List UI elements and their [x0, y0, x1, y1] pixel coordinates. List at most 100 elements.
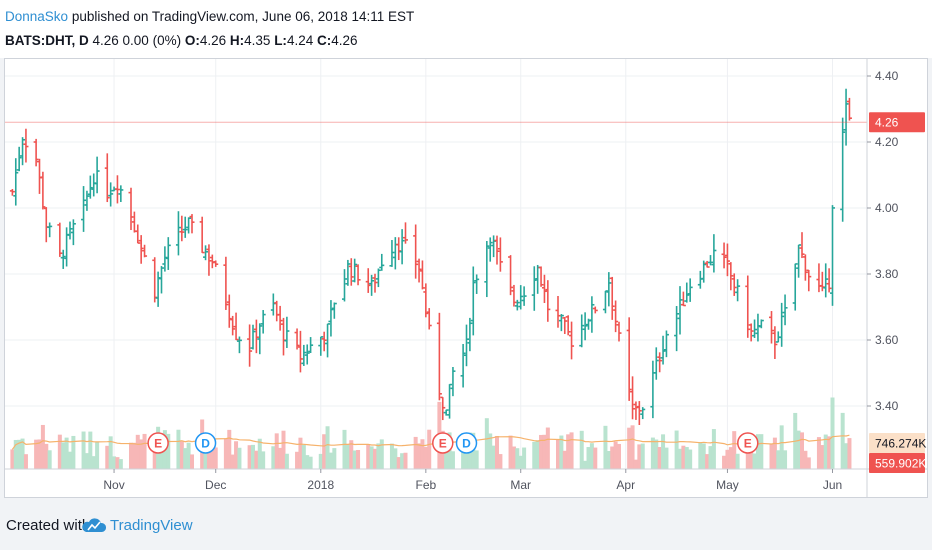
volume-bar: [57, 434, 62, 469]
volume-bar: [203, 443, 208, 469]
volume-bar: [132, 442, 137, 469]
earnings-event-marker[interactable]: E: [737, 432, 759, 454]
volume-bar: [627, 427, 632, 469]
volume-bar: [13, 439, 18, 469]
volume-bar: [271, 446, 276, 469]
volume-bar: [186, 442, 191, 469]
volume-bar: [37, 439, 42, 469]
volume-bar: [698, 442, 703, 469]
volume-bar: [356, 449, 361, 469]
volume-bar: [342, 429, 347, 469]
volume-bar: [369, 446, 374, 469]
earnings-event-marker[interactable]: E: [147, 432, 169, 454]
volume-bar: [827, 436, 832, 469]
volume-bar: [840, 412, 845, 469]
volume-bar: [400, 453, 405, 469]
volume-bar: [349, 440, 354, 469]
volume-bar: [366, 444, 371, 469]
volume-bar: [491, 445, 496, 469]
volume-bar: [579, 430, 584, 469]
time-tick-label: Apr: [616, 478, 635, 492]
volume-bars: [10, 397, 852, 469]
volume-bar: [583, 460, 588, 469]
volume-bar: [166, 433, 171, 469]
volume-bar: [23, 454, 28, 469]
volume-bar: [444, 452, 449, 469]
volume-bar: [20, 438, 25, 469]
volume-bar: [637, 444, 642, 469]
volume-bar: [118, 459, 123, 469]
price-tick-label: 4.40: [875, 69, 899, 83]
price-axis[interactable]: 4.40 4.20 4.00 3.80 3.60 3.40: [867, 69, 899, 413]
volume-bar: [722, 455, 727, 469]
volume-bar: [806, 457, 811, 469]
volume-bar: [230, 454, 235, 469]
volume-label: 559.902K: [875, 457, 926, 471]
time-tick-label: Mar: [510, 478, 531, 492]
tradingview-cloud-icon[interactable]: [82, 515, 106, 535]
volume-bar: [301, 444, 306, 469]
event-circle: [147, 432, 169, 454]
volume-bar: [95, 442, 100, 469]
volume-bar: [129, 442, 133, 469]
open-label: O:: [184, 33, 200, 48]
volume-bar: [223, 438, 228, 469]
volume-bar: [139, 439, 144, 469]
earnings-event-marker[interactable]: E: [432, 432, 454, 454]
time-tick-label: Jun: [823, 478, 842, 492]
volume-bar: [47, 450, 52, 469]
volume-bar: [251, 444, 255, 469]
volume-bar: [427, 429, 432, 469]
volume-bar: [474, 450, 479, 469]
volume-bar: [630, 425, 635, 469]
volume-bar: [556, 439, 560, 469]
price-chart[interactable]: E D E D E 4.40 4.20 4.00 3.80 3.60 3.40 Nov Dec 201…: [5, 59, 927, 497]
volume-bar: [115, 457, 120, 469]
quote-value: 4.26 0.00 (0%): [92, 33, 182, 48]
author-link[interactable]: DonnaSko: [5, 9, 69, 24]
volume-bar: [423, 447, 428, 469]
volume-bar: [488, 433, 493, 469]
event-circle: [455, 432, 478, 454]
volume-bar: [545, 427, 550, 469]
high-value: 4.35: [244, 33, 271, 48]
dividend-event-marker[interactable]: D: [194, 432, 217, 454]
close-label: C:: [316, 33, 332, 48]
volume-bar: [830, 397, 835, 469]
high-label: H:: [229, 33, 245, 48]
volume-label-bg: [869, 453, 925, 473]
volume-bar: [688, 449, 693, 469]
volume-bar: [566, 434, 571, 469]
close-value: 4.26: [331, 33, 358, 48]
volume-bar: [81, 431, 86, 469]
time-tick-label: Feb: [415, 478, 436, 492]
volume-bar: [569, 432, 574, 469]
tradingview-link[interactable]: TradingView: [110, 517, 193, 534]
volume-bar: [755, 434, 760, 469]
volume-ma-label: 746.274K: [875, 437, 926, 451]
price-tick-label: 3.80: [875, 267, 899, 281]
volume-bar: [816, 437, 821, 469]
volume-bar: [284, 453, 289, 469]
low-value: 4.24: [286, 33, 314, 48]
time-tick-label: 2018: [307, 478, 334, 492]
volume-bar: [640, 443, 645, 469]
volume-bar: [352, 450, 357, 469]
volume-bar: [725, 449, 730, 469]
volume-bar: [732, 431, 737, 469]
volume-bar: [522, 447, 527, 469]
volume-bar: [613, 441, 618, 469]
volume-bar: [179, 441, 184, 469]
chart-pane[interactable]: E D E D E 4.40 4.20 4.00 3.80 3.60 3.40 Nov Dec 201…: [4, 58, 928, 498]
dividend-event-marker[interactable]: D: [455, 432, 478, 454]
volume-bar: [281, 430, 286, 469]
volume-bar: [305, 455, 310, 469]
volume-bar: [257, 438, 262, 469]
volume-bar: [495, 435, 499, 469]
time-axis[interactable]: Nov Dec 2018 Feb Mar Apr May Jun: [103, 469, 842, 492]
volume-bar: [247, 445, 252, 469]
volume-bar: [261, 451, 266, 469]
volume-bar: [190, 454, 194, 469]
event-label: D: [462, 437, 471, 451]
